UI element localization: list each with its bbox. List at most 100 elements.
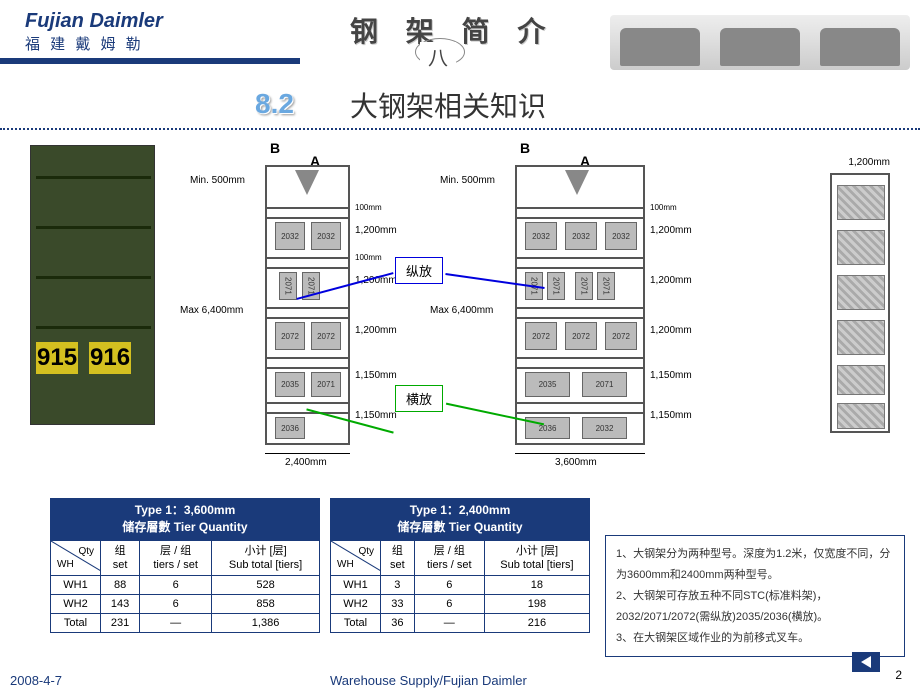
side-box [837,275,885,310]
box: 2032 [565,222,597,250]
side-box [837,403,885,429]
logo-cn: 福 建 戴 姆 勒 [25,33,163,54]
title-sub: 八 [420,42,456,71]
side-box [837,320,885,355]
dim-side: 1,200mm [830,157,890,168]
table-2400: Type 1：2,400mm 储存層數 Tier Quantity QtyWH组… [330,498,590,633]
dim: 1,200mm [355,225,397,236]
box: 2071 [582,372,627,397]
shelf-line [267,217,348,219]
shelf-line [517,217,643,219]
th-line: Type 1：2,400mm [330,502,590,519]
shelf-line [267,267,348,269]
photo-shelf [36,326,151,329]
data-table: QtyWH组set层 / 组tiers / set小计 [层]Sub total… [50,540,320,634]
rack-frame: 2032 2032 2071 2071 2072 2072 2035 2071 … [265,165,350,445]
th-line: Type 1：3,600mm [50,502,320,519]
dim-line [265,453,350,454]
box: 2071 [547,272,565,300]
header-bar [0,58,300,64]
box: 2072 [605,322,637,350]
dim-max: Max 6,400mm [430,305,493,316]
box: 2072 [565,322,597,350]
box: 2032 [605,222,637,250]
data-table: QtyWH组set层 / 组tiers / set小计 [层]Sub total… [330,540,590,634]
note-line: 1、大钢架分为两种型号。深度为1.2米，仅宽度不同，分为3600mm和2400m… [616,544,894,586]
note-line: 2、大钢架可存放五种不同STC(标准料架)，2032/2071/2072(需纵放… [616,586,894,628]
rack-frame: 2032 2032 2032 2071 2071 2071 2071 2072 … [515,165,645,445]
table-3600: Type 1：3,600mm 储存層數 Tier Quantity QtyWH组… [50,498,320,633]
rack-3600: B A 2032 2032 2032 2071 2071 2071 2071 2… [450,145,680,475]
shelf-line [517,317,643,319]
vehicle-icon [720,28,800,66]
photo-shelf [36,276,151,279]
shelf-line [267,357,348,359]
box: 2036 [275,417,305,439]
table-header: Type 1：2,400mm 储存層數 Tier Quantity [330,498,590,540]
box: 2032 [311,222,341,250]
th-line: 储存層數 Tier Quantity [50,519,320,536]
note-line: 3、在大钢架区域作业的为前移式叉车。 [616,628,894,649]
box: 2072 [311,322,341,350]
box: 2071 [279,272,297,300]
photo-shelf [36,176,151,179]
footer-date: 2008-4-7 [10,673,62,688]
logo: Fujian Daimler 福 建 戴 姆 勒 [25,10,163,54]
shelf-line [267,412,348,414]
dim: 1,150mm [650,370,692,381]
box: 2035 [275,372,305,397]
side-box [837,230,885,265]
box: 2071 [311,372,341,397]
dim: 1,200mm [650,225,692,236]
label-b: B [520,140,530,156]
label-b: B [270,140,280,156]
dim: 1,150mm [355,410,397,421]
box: 2032 [525,222,557,250]
dim-min: Min. 500mm [190,175,245,186]
divider-dotted [0,128,920,130]
shelf-line [517,402,643,404]
dim-width: 3,600mm [555,457,597,468]
label-vertical: 纵放 [395,257,443,284]
box: 2032 [582,417,627,439]
vehicles-graphic [610,15,910,70]
dim: 1,150mm [650,410,692,421]
shelf-line [267,257,348,259]
section-number: 8.2 [255,88,294,120]
box: 2072 [275,322,305,350]
dim: 1,200mm [650,275,692,286]
shelf-line [517,412,643,414]
dim: 100mm [355,203,382,212]
dim-width: 2,400mm [285,457,327,468]
prev-button[interactable] [852,652,880,672]
shelf-line [267,207,348,209]
shelf-line [517,367,643,369]
dim: 100mm [355,253,382,262]
shelf-line [517,357,643,359]
table-header: Type 1：3,600mm 储存層數 Tier Quantity [50,498,320,540]
slide-header: Fujian Daimler 福 建 戴 姆 勒 钢 架 简 介 八 [0,0,920,80]
dim-min: Min. 500mm [440,175,495,186]
shelf-line [267,367,348,369]
th-line: 储存層數 Tier Quantity [330,519,590,536]
shelf-line [267,307,348,309]
box: 2032 [275,222,305,250]
vehicle-icon [820,28,900,66]
side-box [837,365,885,395]
dim: 100mm [650,203,677,212]
photo-tag: 915 [36,342,78,374]
photo-shelf [36,226,151,229]
shelf-line [517,257,643,259]
rack-2400: B A 2032 2032 2071 2071 2072 2072 2035 2… [210,145,385,475]
rack-photo: 915 916 [30,145,155,425]
box: 2071 [597,272,615,300]
vehicle-icon [620,28,700,66]
dim: 1,150mm [355,370,397,381]
box: 2035 [525,372,570,397]
section-title: 大钢架相关知识 [350,85,546,125]
box: 2072 [525,322,557,350]
shelf-line [517,207,643,209]
shelf-line [267,317,348,319]
side-box [837,185,885,220]
dim-max: Max 6,400mm [180,305,243,316]
